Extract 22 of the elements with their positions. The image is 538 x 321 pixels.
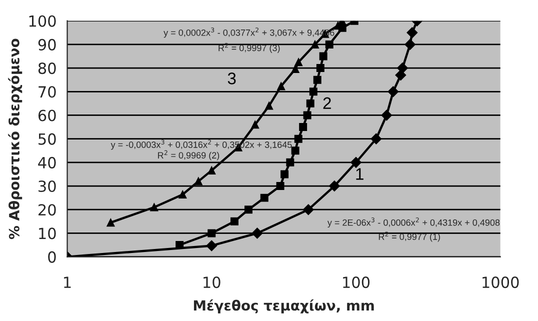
- y-tick-label: 90: [38, 38, 56, 50]
- series-label: 2: [323, 97, 331, 109]
- x-tick-label: 1000: [482, 276, 519, 288]
- x-tick-label: 1: [64, 276, 71, 288]
- x-tick-label: 100: [343, 276, 370, 288]
- y-tick-label: 20: [38, 204, 56, 216]
- x-axis-title: Μέγεθος τεμαχίων, mm: [194, 299, 374, 314]
- annotation: R$^{2}$ = 0,9969 (2): [158, 150, 220, 160]
- y-tick-label: 10: [39, 228, 56, 240]
- y-tick-label: 50: [38, 133, 56, 145]
- y-axis-title: % Αθροιστικό διερχόμενο: [8, 38, 22, 240]
- annotation: y = 2E-06x$^{3}$ - 0,0006x$^{2}$ + 0,4319x + 0,4908: [327, 218, 500, 228]
- y-tick-label: 40: [38, 156, 56, 168]
- y-tick-label: 100: [29, 15, 56, 27]
- y-tick-label: 80: [38, 62, 56, 74]
- y-tick-label: 70: [38, 86, 56, 98]
- y-tick-label: 0: [48, 251, 56, 263]
- text: 3: [228, 72, 236, 84]
- series-label: 1: [356, 168, 364, 180]
- y-tick-label: 30: [38, 180, 56, 192]
- y-tick-label: 60: [38, 110, 56, 122]
- x-tick-label: 10: [204, 276, 220, 288]
